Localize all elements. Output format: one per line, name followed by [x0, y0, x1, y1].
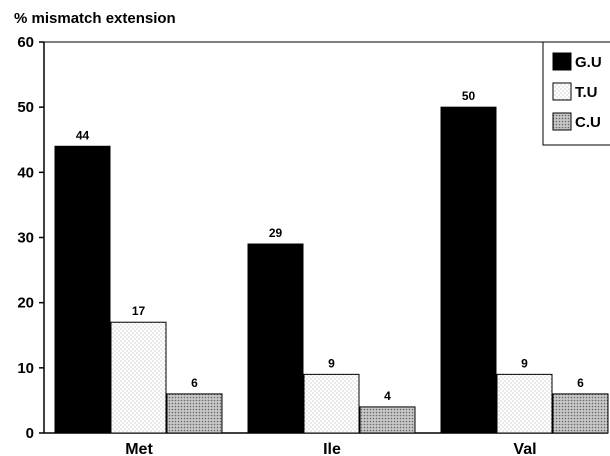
y-tick-label: 30 — [17, 230, 34, 247]
data-label: 9 — [328, 356, 335, 370]
x-tick-label: Ile — [323, 441, 341, 456]
legend-swatch — [552, 112, 572, 131]
bar — [110, 321, 167, 434]
legend-label: T.U — [575, 84, 598, 101]
data-label: 9 — [521, 356, 528, 370]
bar — [303, 373, 360, 434]
y-tick-label: 40 — [17, 164, 34, 181]
legend-swatch — [552, 82, 572, 101]
y-tick-label: 10 — [17, 360, 34, 377]
data-label: 44 — [76, 128, 90, 142]
legend-label: G.U — [575, 54, 602, 71]
data-label: 4 — [384, 389, 391, 403]
data-label: 50 — [462, 89, 476, 103]
bar — [247, 243, 304, 434]
bars-group: 44 17 6 Met 29 9 4 Ile 50 9 6 Val — [54, 89, 609, 456]
bar — [496, 373, 553, 434]
legend: G.U T.U C.U — [542, 41, 610, 146]
x-tick-label: Met — [125, 441, 153, 456]
data-label: 29 — [269, 226, 283, 240]
chart-title: % mismatch extension — [14, 10, 176, 27]
y-tick-label: 60 — [17, 34, 34, 51]
x-tick-label: Val — [513, 441, 536, 456]
data-label: 6 — [577, 376, 584, 390]
bar — [440, 106, 497, 434]
legend-label: C.U — [575, 114, 601, 131]
bar — [166, 393, 223, 434]
bar — [552, 393, 609, 434]
legend-swatch — [552, 52, 572, 71]
y-tick-label: 0 — [26, 425, 34, 442]
data-label: 6 — [191, 376, 198, 390]
y-tick-label: 50 — [17, 99, 34, 116]
y-tick-label: 20 — [17, 295, 34, 312]
bar — [54, 145, 111, 434]
bar — [359, 406, 416, 434]
data-label: 17 — [132, 304, 146, 318]
